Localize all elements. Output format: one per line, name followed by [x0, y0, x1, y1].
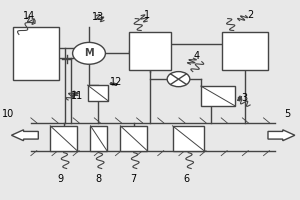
- Text: 3: 3: [241, 93, 247, 103]
- Polygon shape: [11, 130, 38, 141]
- Text: 7: 7: [130, 174, 137, 184]
- Circle shape: [73, 42, 105, 64]
- Text: 6: 6: [183, 174, 189, 184]
- Text: 1: 1: [144, 10, 150, 20]
- Bar: [50, 126, 77, 151]
- Bar: [120, 126, 147, 151]
- Text: 8: 8: [95, 174, 101, 184]
- Bar: [129, 32, 171, 70]
- Text: 13: 13: [92, 12, 104, 22]
- Text: 12: 12: [110, 77, 122, 87]
- Text: 10: 10: [2, 109, 15, 119]
- Text: 14: 14: [23, 11, 35, 21]
- Polygon shape: [268, 130, 295, 141]
- Text: 4: 4: [193, 51, 200, 61]
- Bar: [91, 126, 107, 151]
- Bar: [172, 126, 204, 151]
- Text: M: M: [84, 48, 94, 58]
- Text: 11: 11: [71, 91, 83, 101]
- Bar: [88, 85, 108, 101]
- Circle shape: [167, 72, 190, 87]
- Text: 2: 2: [247, 10, 253, 20]
- Bar: [201, 86, 235, 106]
- Text: 5: 5: [284, 109, 290, 119]
- Bar: [222, 32, 268, 70]
- Bar: [13, 27, 59, 80]
- Text: 9: 9: [58, 174, 64, 184]
